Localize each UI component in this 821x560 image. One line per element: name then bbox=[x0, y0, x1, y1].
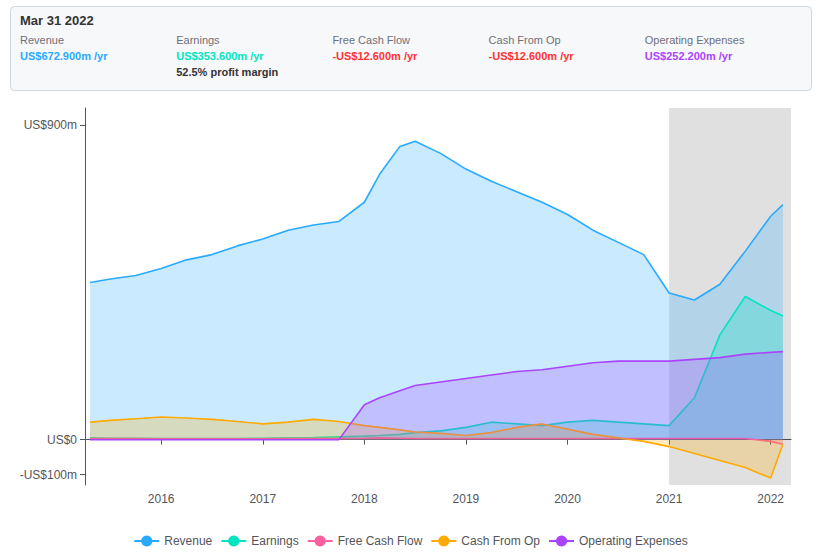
svg-text:Free Cash Flow: Free Cash Flow bbox=[338, 534, 423, 548]
svg-text:Cash From Op: Cash From Op bbox=[489, 34, 561, 46]
svg-text:Free Cash Flow: Free Cash Flow bbox=[332, 34, 410, 46]
svg-text:-US$12.600m /yr: -US$12.600m /yr bbox=[489, 50, 575, 62]
svg-text:-US$12.600m /yr: -US$12.600m /yr bbox=[332, 50, 418, 62]
svg-text:2016: 2016 bbox=[148, 492, 175, 506]
svg-text:2018: 2018 bbox=[351, 492, 378, 506]
svg-text:2019: 2019 bbox=[453, 492, 480, 506]
svg-text:52.5% profit margin: 52.5% profit margin bbox=[176, 66, 278, 78]
svg-text:Earnings: Earnings bbox=[176, 34, 220, 46]
svg-text:US$252.200m /yr: US$252.200m /yr bbox=[645, 50, 733, 62]
svg-text:2021: 2021 bbox=[656, 492, 683, 506]
svg-text:Operating Expenses: Operating Expenses bbox=[579, 534, 688, 548]
svg-text:US$353.600m /yr: US$353.600m /yr bbox=[176, 50, 264, 62]
svg-text:Revenue: Revenue bbox=[164, 534, 212, 548]
svg-text:2017: 2017 bbox=[249, 492, 276, 506]
svg-text:-US$100m: -US$100m bbox=[20, 468, 77, 482]
svg-text:Revenue: Revenue bbox=[20, 34, 64, 46]
svg-text:Cash From Op: Cash From Op bbox=[461, 534, 540, 548]
svg-text:Mar 31 2022: Mar 31 2022 bbox=[20, 13, 94, 28]
svg-text:2020: 2020 bbox=[554, 492, 581, 506]
svg-text:Earnings: Earnings bbox=[251, 534, 298, 548]
svg-text:US$0: US$0 bbox=[47, 433, 77, 447]
svg-text:2022: 2022 bbox=[757, 492, 784, 506]
svg-text:Operating Expenses: Operating Expenses bbox=[645, 34, 745, 46]
svg-text:US$900m: US$900m bbox=[24, 118, 77, 132]
svg-text:US$672.900m /yr: US$672.900m /yr bbox=[20, 50, 108, 62]
